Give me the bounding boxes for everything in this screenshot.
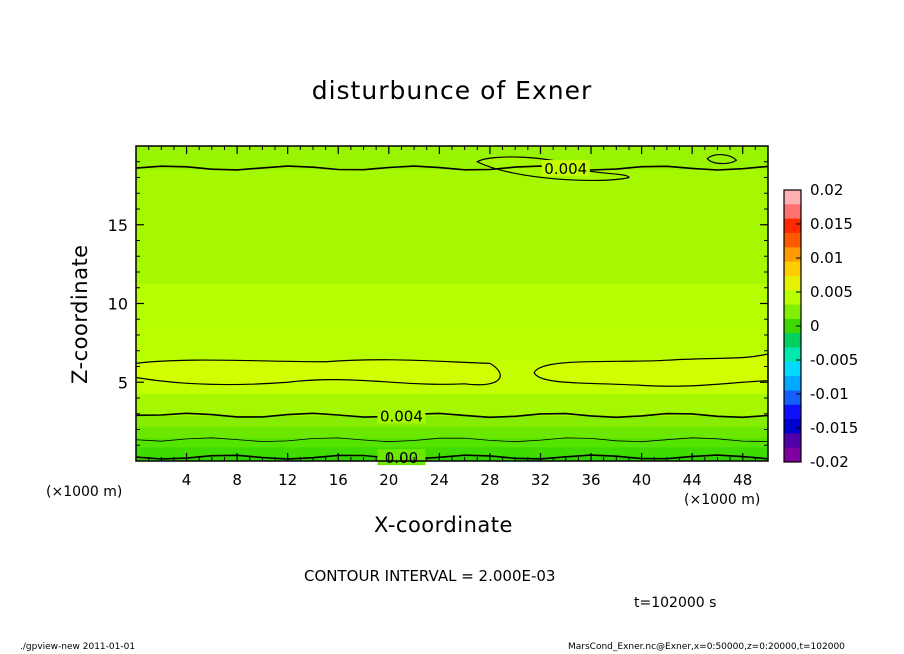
field-band-5 — [136, 393, 768, 416]
contour-label-bg-2 — [377, 407, 426, 424]
y-tick-label-5: 5 — [118, 373, 128, 392]
y-tick-label-10: 10 — [108, 295, 128, 314]
x-unit-right: (×1000 m) — [684, 492, 761, 508]
field-band-8 — [136, 283, 768, 328]
contour-line-3 — [135, 165, 769, 171]
x-tick-label-32: 32 — [531, 471, 550, 489]
colorbar-label-5: -0.005 — [810, 351, 858, 369]
colorbar-swatch-5 — [784, 261, 801, 277]
x-tick-label-48: 48 — [733, 471, 752, 489]
colorbar-label-6: -0.01 — [810, 385, 849, 403]
x-tick-label-44: 44 — [683, 471, 702, 489]
contour-patch-small — [706, 154, 738, 165]
x-tick-label-12: 12 — [278, 471, 297, 489]
field-band-4 — [136, 415, 768, 427]
colorbar-swatch-11 — [784, 347, 801, 363]
colorbar-swatch-1 — [784, 204, 801, 220]
colorbar-swatch-8 — [784, 304, 801, 320]
contour-label-3: 0.004 — [544, 160, 587, 178]
x-tick-label-20: 20 — [379, 471, 398, 489]
colorbar-swatch-6 — [784, 275, 801, 291]
x-tick-label-40: 40 — [632, 471, 651, 489]
footer-right: MarsCond_Exner.nc@Exner,x=0:50000,z=0:20… — [568, 642, 845, 652]
x-tick-label-36: 36 — [581, 471, 600, 489]
colorbar-label-3: 0.005 — [810, 283, 853, 301]
contour-line-0 — [135, 454, 769, 460]
colorbar-swatch-10 — [784, 333, 801, 348]
y-tick-label-15: 15 — [108, 216, 128, 235]
contour-interval: CONTOUR INTERVAL = 2.000E-03 — [304, 567, 556, 585]
colorbar-label-1: 0.015 — [810, 215, 853, 233]
field-band-9 — [136, 169, 768, 284]
colorbar-swatch-0 — [784, 190, 801, 205]
colorbar-swatch-3 — [784, 232, 801, 248]
colorbar-label-4: 0 — [810, 317, 820, 335]
colorbar-swatch-14 — [784, 390, 801, 406]
contour-label-bg-3 — [541, 160, 590, 177]
colorbar-swatch-4 — [784, 247, 801, 263]
x-tick-label-16: 16 — [329, 471, 348, 489]
x-tick-label-4: 4 — [182, 471, 192, 489]
x-axis-label: X-coordinate — [374, 513, 513, 537]
colorbar-swatch-13 — [784, 376, 801, 391]
colorbar-swatch-17 — [784, 433, 801, 449]
colorbar-swatch-2 — [784, 218, 801, 234]
field-band-7 — [136, 327, 768, 361]
field-band-2 — [136, 437, 768, 448]
time-stamp: t=102000 s — [634, 595, 717, 611]
colorbar-swatch-7 — [784, 290, 801, 306]
colorbar-label-7: -0.015 — [810, 419, 858, 437]
x-tick-label-24: 24 — [430, 471, 449, 489]
colorbar-label-0: 0.02 — [810, 181, 843, 199]
contour-label-2: 0.004 — [380, 407, 423, 425]
colorbar-label-8: -0.02 — [810, 453, 849, 471]
x-unit-left: (×1000 m) — [46, 484, 123, 500]
chart-title: disturbunce of Exner — [311, 76, 593, 105]
contour-line-2 — [135, 412, 769, 419]
field-band-1 — [136, 446, 768, 457]
colorbar-swatch-9 — [784, 318, 801, 334]
colorbar-swatch-12 — [784, 361, 801, 377]
x-tick-label-8: 8 — [232, 471, 242, 489]
footer-left: ./gpview-new 2011-01-01 — [20, 642, 136, 652]
colorbar-swatch-18 — [784, 447, 801, 463]
contour-patch-mid-left — [135, 359, 501, 386]
colorbar-swatch-16 — [784, 419, 801, 434]
contour-line-1 — [135, 437, 769, 443]
colorbar-swatch-15 — [784, 404, 801, 420]
field-band-3 — [136, 426, 768, 438]
colorbar-label-2: 0.01 — [810, 249, 843, 267]
x-tick-label-28: 28 — [480, 471, 499, 489]
